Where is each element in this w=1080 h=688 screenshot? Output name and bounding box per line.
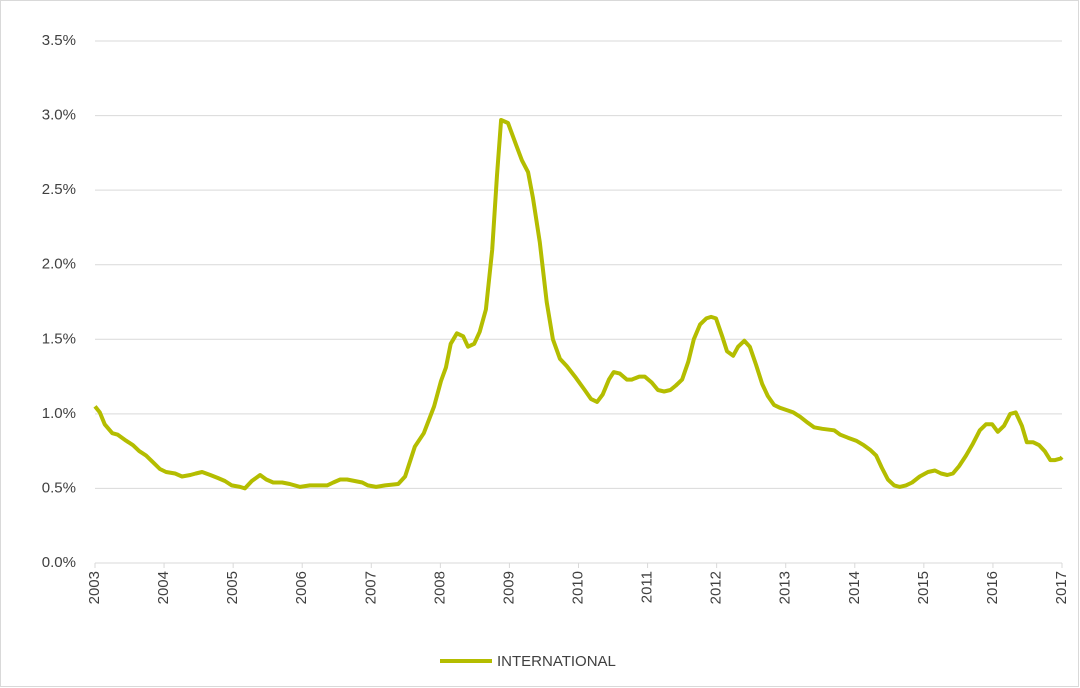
- x-tick-label: 2013: [777, 571, 794, 604]
- y-tick-label: 3.5%: [42, 32, 76, 49]
- x-tick-label: 2014: [846, 571, 863, 604]
- x-tick-label: 2009: [500, 571, 517, 604]
- y-tick-label: 2.0%: [42, 256, 76, 273]
- y-tick-label: 3.0%: [42, 107, 76, 124]
- x-tick-label: 2011: [639, 571, 656, 603]
- x-tick-label: 2003: [86, 571, 103, 604]
- x-tick-label: 2008: [431, 571, 448, 604]
- x-tick-label: 2016: [984, 571, 1001, 604]
- x-tick-label: 2010: [569, 571, 586, 604]
- y-tick-label: 1.0%: [42, 405, 76, 422]
- y-tick-label: 2.5%: [42, 181, 76, 198]
- y-tick-label: 0.0%: [42, 554, 76, 571]
- y-tick-label: 0.5%: [42, 479, 76, 496]
- x-tick-label: 2012: [708, 571, 725, 604]
- y-tick-label: 1.5%: [42, 330, 76, 347]
- x-tick-label: 2005: [224, 571, 241, 604]
- data-line: [93, 118, 1064, 491]
- x-tick-label: 2006: [293, 571, 310, 604]
- x-tick-label: 2004: [155, 571, 172, 604]
- x-tick-label: 2015: [915, 571, 932, 604]
- x-tick-label: 2007: [362, 571, 379, 604]
- legend-label: INTERNATIONAL: [497, 653, 616, 670]
- x-tick-label: 2017: [1053, 571, 1070, 604]
